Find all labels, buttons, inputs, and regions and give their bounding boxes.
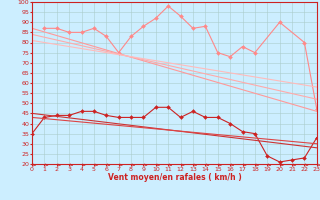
X-axis label: Vent moyen/en rafales ( km/h ): Vent moyen/en rafales ( km/h ): [108, 173, 241, 182]
